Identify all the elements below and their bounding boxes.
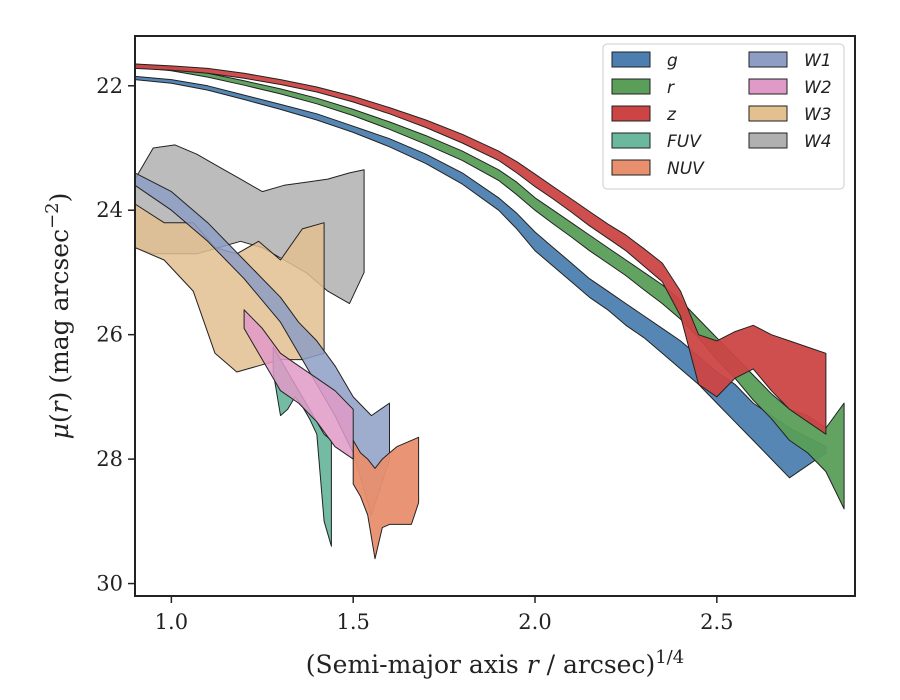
legend-swatch [611, 51, 651, 68]
legend-label: W2 [804, 78, 832, 98]
x-tick-label: 2.0 [518, 610, 551, 634]
legend-label: r [667, 78, 675, 98]
plot-frame [134, 35, 856, 597]
legend-entry-nuv: NUV [611, 159, 705, 179]
legend-swatch [748, 78, 788, 95]
band-w2 [243, 309, 354, 460]
y-tick-label: 24 [96, 198, 123, 222]
legend-entry-z: z [611, 105, 677, 125]
legend-entry-w2: W2 [748, 78, 832, 98]
legend-swatch [611, 132, 651, 149]
legend-label: W3 [804, 105, 832, 125]
legend-entry-w1: W1 [748, 51, 832, 71]
legend-swatch [611, 78, 651, 95]
legend-label: z [666, 105, 677, 125]
x-tick-label: 1.5 [336, 610, 369, 634]
x-axis-ticks: 1.0 1.5 2.0 2.5 [155, 596, 734, 634]
legend-swatch [611, 159, 651, 176]
x-tick-label: 2.5 [700, 610, 733, 634]
legend-label: g [667, 51, 678, 71]
x-tick-label: 1.0 [155, 610, 188, 634]
x-axis-title: (Semi-major axis r / arcsec)1/4 [306, 647, 684, 679]
legend-swatch [611, 105, 651, 122]
legend-swatch [748, 51, 788, 68]
legend-label: W1 [804, 51, 832, 71]
band-nuv [352, 436, 420, 560]
y-tick-label: 22 [96, 74, 123, 98]
legend-entry-g: g [611, 51, 678, 71]
legend: grz FUV NUV W1 W2 W3 W4 [602, 43, 845, 190]
legend-label: W4 [804, 132, 832, 152]
data-bands [134, 63, 845, 560]
y-axis-ticks: 22 24 26 28 30 [96, 74, 135, 596]
y-axis-title: μ(r) (mag arcsec−2) [42, 193, 74, 440]
band-r [134, 63, 845, 510]
legend-entry-r: r [611, 78, 675, 98]
legend-entry-fuv: FUV [611, 132, 702, 152]
legend-swatch [748, 105, 788, 122]
band-z [134, 63, 827, 435]
legend-label: NUV [667, 159, 705, 179]
legend-swatch [748, 132, 788, 149]
y-tick-label: 28 [96, 447, 123, 471]
legend-label: FUV [667, 132, 702, 152]
legend-entry-w4: W4 [748, 132, 832, 152]
y-tick-label: 30 [96, 572, 123, 596]
y-tick-label: 26 [96, 323, 123, 347]
legend-entry-w3: W3 [748, 105, 832, 125]
